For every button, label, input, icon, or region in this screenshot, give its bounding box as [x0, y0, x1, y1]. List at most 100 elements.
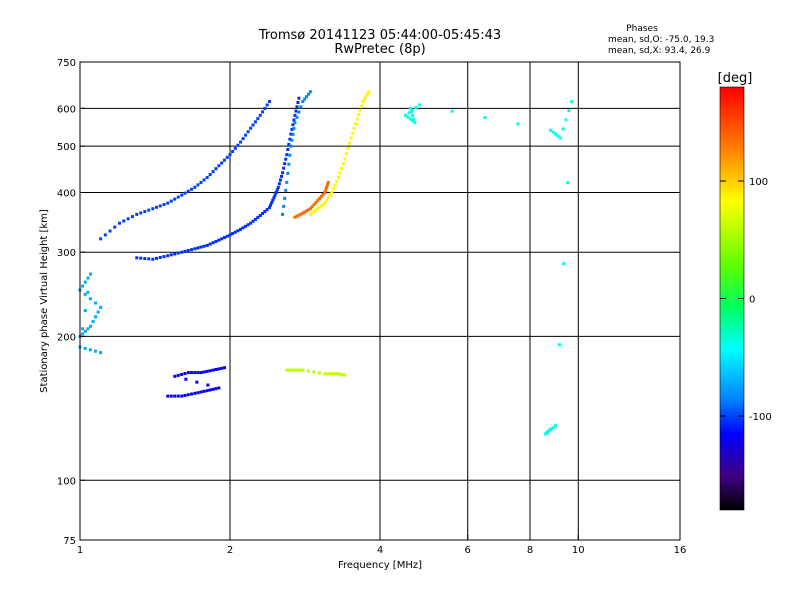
data-point	[341, 162, 345, 166]
data-point	[196, 371, 200, 375]
data-point	[225, 155, 229, 159]
data-point	[139, 211, 143, 215]
data-point	[365, 92, 369, 96]
data-point	[323, 190, 327, 194]
data-point	[231, 232, 235, 236]
data-point	[414, 106, 418, 110]
data-point	[241, 137, 245, 141]
data-point	[108, 229, 112, 233]
data-point	[236, 143, 240, 147]
data-point	[289, 132, 293, 136]
data-point	[143, 210, 147, 214]
data-point	[169, 253, 173, 257]
y-tick-label: 300	[57, 248, 76, 259]
data-point	[417, 103, 421, 107]
data-point	[180, 193, 184, 197]
data-point	[293, 215, 297, 219]
data-point	[261, 212, 265, 216]
y-axis: 75 100 200 300 400 500 600 750	[57, 58, 85, 547]
data-point	[303, 97, 307, 101]
y-tick-label: 75	[63, 536, 76, 547]
data-point	[208, 242, 212, 246]
data-point	[86, 276, 90, 280]
data-point	[291, 368, 295, 372]
data-point	[89, 272, 93, 276]
data-point	[244, 224, 248, 228]
data-point	[562, 262, 566, 266]
data-point	[208, 369, 212, 373]
data-point	[310, 205, 314, 209]
data-point	[228, 233, 232, 237]
data-point	[83, 346, 87, 350]
data-point	[411, 113, 415, 117]
data-point	[151, 207, 155, 211]
data-point	[263, 106, 267, 110]
data-point	[186, 189, 190, 193]
data-point	[233, 146, 237, 150]
data-point	[286, 171, 290, 175]
data-point	[233, 230, 237, 234]
data-point	[566, 181, 570, 185]
data-point	[318, 205, 322, 209]
data-points	[78, 90, 574, 436]
data-point	[265, 103, 269, 107]
data-point	[301, 211, 305, 215]
data-point	[258, 113, 262, 117]
data-point	[284, 157, 288, 161]
data-point	[202, 389, 206, 393]
data-point	[319, 194, 323, 198]
data-point	[211, 241, 215, 245]
data-point	[292, 118, 296, 122]
data-point	[183, 191, 187, 195]
data-point	[326, 372, 330, 376]
data-point	[549, 128, 553, 132]
data-point	[343, 373, 347, 377]
colorbar-tick-label: 100	[749, 177, 768, 188]
data-point	[312, 370, 316, 374]
data-point	[190, 187, 194, 191]
data-point	[126, 217, 130, 221]
y-tick-label: 600	[57, 104, 76, 115]
data-point	[166, 254, 170, 258]
data-point	[139, 256, 143, 260]
data-point	[330, 190, 334, 194]
data-point	[335, 372, 339, 376]
y-tick-label: 200	[57, 332, 76, 343]
data-point	[323, 201, 327, 205]
data-point	[202, 178, 206, 182]
data-point	[176, 373, 180, 377]
data-point	[325, 198, 329, 202]
data-point	[330, 372, 334, 376]
data-point	[190, 248, 194, 252]
data-point	[312, 210, 316, 214]
data-point	[205, 243, 209, 247]
data-point	[96, 310, 100, 314]
data-point	[410, 108, 414, 112]
data-point	[301, 368, 305, 372]
data-point	[287, 142, 291, 146]
chart-subtitle: RwPretec (8p)	[334, 42, 425, 57]
data-point	[310, 211, 314, 215]
data-point	[290, 127, 294, 131]
data-point	[155, 256, 159, 260]
data-point	[305, 95, 309, 99]
data-point	[287, 368, 291, 372]
data-point	[293, 368, 297, 372]
data-point	[314, 208, 318, 212]
data-point	[269, 203, 273, 207]
data-point	[199, 390, 203, 394]
data-point	[325, 185, 329, 189]
data-point	[211, 387, 215, 391]
data-point	[180, 394, 184, 398]
data-point	[282, 166, 286, 170]
data-point	[236, 229, 240, 233]
data-point	[284, 188, 288, 192]
data-point	[549, 427, 553, 431]
data-point	[214, 167, 218, 171]
data-point	[340, 372, 344, 376]
data-point	[231, 149, 235, 153]
data-point	[162, 255, 166, 259]
data-point	[349, 136, 353, 140]
data-point	[291, 123, 295, 127]
